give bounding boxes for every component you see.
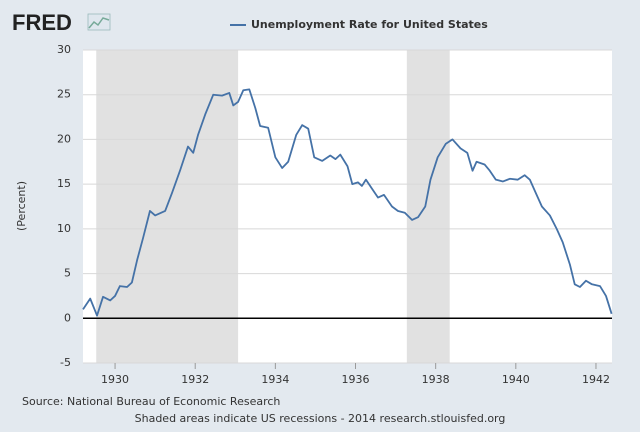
y-tick-label: 15 — [57, 177, 71, 190]
y-tick-label: 0 — [64, 311, 71, 324]
x-tick-label: 1932 — [181, 373, 209, 386]
y-tick-label: 20 — [57, 132, 71, 145]
x-tick-label: 1940 — [502, 373, 530, 386]
recession-band — [406, 50, 450, 363]
x-tick-label: 1938 — [422, 373, 450, 386]
y-tick-label: 5 — [64, 267, 71, 280]
y-tick-label: 25 — [57, 88, 71, 101]
x-tick-label: 1930 — [101, 373, 129, 386]
x-tick-label: 1942 — [582, 373, 610, 386]
source: Source: National Bureau of Economic Rese… — [22, 395, 280, 408]
logo-icon — [87, 13, 111, 31]
y-tick-label: 10 — [57, 222, 71, 235]
series-line — [82, 88, 613, 317]
y-tick-label: -5 — [60, 356, 71, 369]
y-tick-label: 30 — [57, 43, 71, 56]
note: Shaded areas indicate US recessions - 20… — [135, 412, 506, 425]
x-tick-label: 1934 — [261, 373, 289, 386]
legend-label: Unemployment Rate for United States — [251, 18, 488, 31]
logo: FRED — [12, 10, 72, 35]
x-tick-label: 1936 — [342, 373, 370, 386]
y-axis-label: (Percent) — [15, 181, 28, 231]
